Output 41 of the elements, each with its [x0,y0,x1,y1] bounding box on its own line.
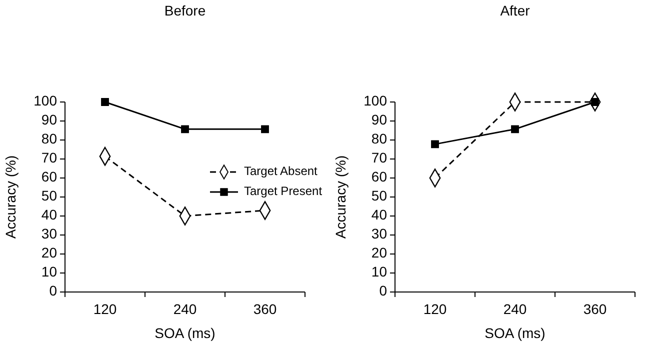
y-axis-title: Accuracy (%) [2,155,19,239]
point [431,140,439,148]
y-tick-label: 0 [379,282,388,299]
point [181,125,189,134]
y-tick-label: 90 [41,112,58,128]
y-tick-label: 20 [41,244,58,261]
y-tick-label: 60 [371,168,388,185]
x-axis-title: SOA (ms) [154,325,216,341]
x-tick-label: 360 [583,301,607,317]
y-tick-label: 30 [371,226,388,242]
legend-label: Target Present [244,184,323,198]
x-axis-title: SOA (ms) [484,325,546,341]
y-tick-label: 20 [371,244,388,261]
y-tick-label: 10 [41,264,58,280]
y-tick-label: 60 [41,168,58,185]
legend-label: Target Absent [244,164,318,178]
y-tick-label: 70 [41,150,58,166]
y-tick-label: 40 [371,206,388,223]
y-tick-label: 80 [371,130,388,147]
point [101,98,109,106]
x-tick-label: 240 [503,301,527,317]
point [511,125,519,134]
y-tick-label: 90 [371,112,388,128]
chart-title: Before [164,2,206,19]
x-tick-label: 240 [173,301,197,317]
y-tick-label: 80 [41,130,58,147]
y-tick-label: 40 [41,206,58,223]
y-axis-title: Accuracy (%) [332,155,349,239]
point [261,125,269,134]
y-tick-label: 30 [41,226,58,242]
y-tick-label: 10 [371,264,388,280]
x-tick-label: 120 [93,301,117,317]
x-tick-label: 360 [253,301,277,317]
y-tick-label: 100 [34,92,58,109]
y-tick-label: 50 [371,188,388,204]
chart-title: After [500,2,530,19]
y-tick-label: 70 [371,150,388,166]
y-tick-label: 100 [364,92,388,109]
y-tick-label: 50 [41,188,58,204]
y-tick-label: 0 [49,282,58,299]
x-tick-label: 120 [423,301,447,317]
